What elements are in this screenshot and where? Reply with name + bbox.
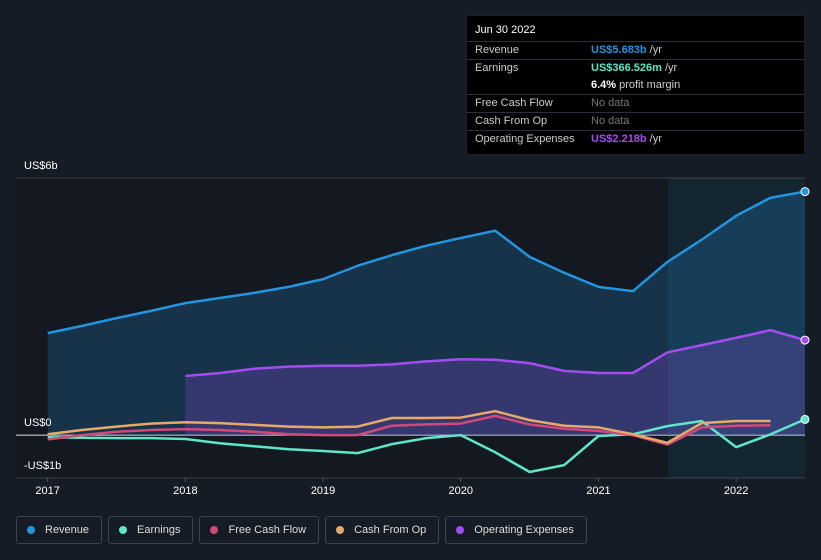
row-unit: /yr: [649, 133, 662, 145]
legend-item[interactable]: Earnings: [108, 516, 194, 544]
y-tick-label: -US$1b: [24, 460, 61, 472]
row-value: US$366.526m: [591, 62, 662, 74]
series-line: [47, 418, 806, 474]
row-value: US$5.683b: [591, 44, 647, 56]
tooltip-row: Revenue US$5.683b/yr: [467, 41, 804, 59]
series-line: [47, 409, 771, 445]
row-value: No data: [591, 97, 630, 109]
legend-label: Cash From Op: [354, 524, 427, 536]
legend-dot: [210, 526, 219, 534]
legend: Revenue Earnings Free Cash Flow Cash From O…: [16, 516, 587, 544]
chart: US$6b US$0 -US$1b 2017 2018 2019 2020 2021 2022: [16, 160, 810, 497]
legend-dot: [119, 526, 128, 534]
tooltip-row: Cash From Op No data: [467, 112, 804, 130]
row-unit: /yr: [649, 44, 662, 56]
x-tick-label: 2017: [35, 485, 59, 497]
series-area: [185, 330, 806, 436]
legend-item[interactable]: Revenue: [16, 516, 103, 544]
row-spacer: [475, 80, 591, 91]
legend-item[interactable]: Cash From Op: [325, 516, 440, 544]
tooltip-row: Earnings US$366.526m/yr: [467, 59, 804, 77]
legend-dot: [336, 526, 345, 534]
row-value: US$2.218b: [591, 133, 647, 145]
end-point: [800, 187, 810, 197]
x-tick-label: 2020: [449, 485, 473, 497]
y-tick-label: US$0: [24, 417, 52, 429]
row-unit: /yr: [664, 62, 678, 74]
legend-label: Revenue: [45, 524, 90, 536]
x-tick-label: 2018: [173, 485, 197, 497]
legend-label: Earnings: [137, 524, 181, 536]
legend-dot: [27, 526, 35, 534]
x-tick-label: 2021: [586, 485, 610, 497]
series-area: [47, 191, 805, 436]
legend-dot: [456, 526, 465, 534]
tooltip-title: Jun 30 2022: [475, 24, 536, 36]
series-line: [185, 328, 806, 378]
series-line: [47, 190, 806, 335]
row-unit: profit margin: [619, 79, 681, 91]
end-point: [800, 414, 810, 424]
tooltip-row: Free Cash Flow No data: [467, 94, 804, 112]
tooltip: Jun 30 2022 Revenue US$5.683b/yr Earnings U…: [466, 15, 805, 155]
tooltip-row: Operating Expenses US$2.218b/yr: [467, 130, 804, 148]
legend-item[interactable]: Free Cash Flow: [199, 516, 320, 544]
end-point: [800, 335, 810, 345]
row-value: No data: [591, 115, 630, 127]
y-tick-label: US$6b: [24, 160, 58, 172]
row-label: Free Cash Flow: [475, 97, 553, 109]
row-value: 6.4%: [591, 79, 617, 91]
row-label: Earnings: [475, 62, 519, 74]
row-label: Operating Expenses: [475, 133, 575, 145]
row-label: Cash From Op: [475, 115, 548, 127]
tooltip-row: 6.4% profit margin: [467, 77, 804, 94]
legend-item[interactable]: Operating Expenses: [445, 516, 587, 544]
x-tick-label: 2022: [724, 485, 748, 497]
x-tick-label: 2019: [311, 485, 335, 497]
legend-label: Operating Expenses: [474, 524, 574, 536]
row-label: Revenue: [475, 44, 520, 56]
legend-label: Free Cash Flow: [228, 524, 307, 536]
